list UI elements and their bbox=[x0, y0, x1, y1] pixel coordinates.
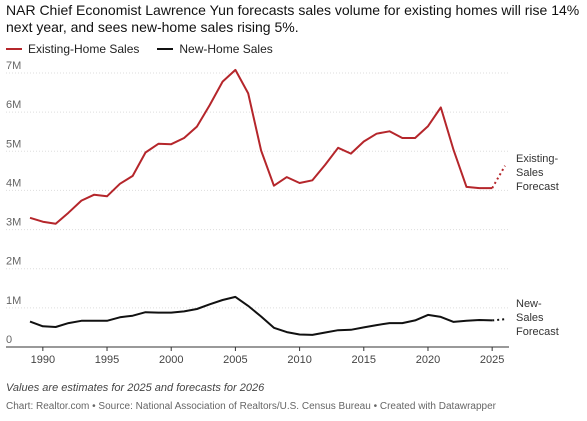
y-tick-label: 4M bbox=[6, 177, 21, 189]
y-tick-label: 0 bbox=[6, 334, 12, 346]
legend: Existing-Home Sales New-Home Sales bbox=[6, 42, 273, 56]
y-tick-label: 2M bbox=[6, 256, 21, 268]
forecast-line-existing bbox=[491, 165, 506, 189]
forecast-label-new: New-Sales Forecast bbox=[516, 298, 559, 338]
legend-swatch-new bbox=[157, 48, 174, 50]
x-tick-label: 1995 bbox=[95, 354, 119, 366]
legend-label-new: New-Home Sales bbox=[179, 42, 273, 56]
x-tick-label: 2005 bbox=[223, 354, 247, 366]
series-line-existing bbox=[29, 68, 493, 225]
legend-label-existing: Existing-Home Sales bbox=[28, 42, 140, 56]
y-tick-label: 5M bbox=[6, 138, 21, 150]
y-tick-label: 3M bbox=[6, 217, 21, 229]
legend-item-existing: Existing-Home Sales bbox=[6, 42, 139, 56]
legend-swatch-existing bbox=[6, 48, 22, 50]
chart-credit: Chart: Realtor.com • Source: National As… bbox=[6, 401, 497, 412]
chart-note: Values are estimates for 2025 and foreca… bbox=[6, 382, 265, 394]
y-tick-label: 7M bbox=[6, 60, 21, 72]
legend-item-new: New-Home Sales bbox=[157, 42, 273, 56]
x-tick-label: 2020 bbox=[416, 354, 440, 366]
forecast-label-existing: Existing-Sales Forecast bbox=[516, 153, 559, 193]
x-tick-label: 2025 bbox=[480, 354, 504, 366]
x-tick-label: 1990 bbox=[31, 354, 55, 366]
y-tick-label: 6M bbox=[6, 99, 21, 111]
series-line-new bbox=[29, 295, 493, 336]
x-tick-label: 2000 bbox=[159, 354, 183, 366]
x-tick-label: 2015 bbox=[352, 354, 376, 366]
x-tick-label: 2010 bbox=[287, 354, 311, 366]
chart-title: NAR Chief Economist Lawrence Yun forecas… bbox=[6, 2, 580, 35]
y-tick-label: 1M bbox=[6, 295, 21, 307]
forecast-line-new bbox=[492, 318, 506, 322]
